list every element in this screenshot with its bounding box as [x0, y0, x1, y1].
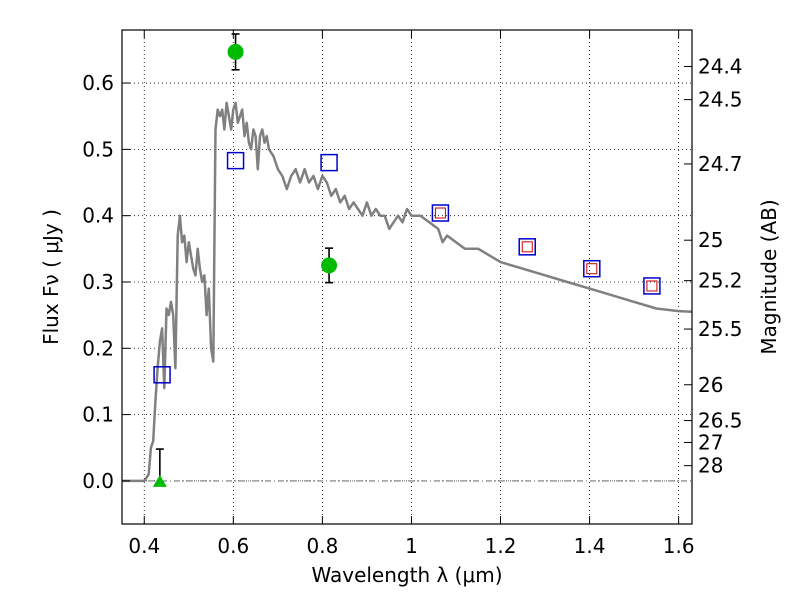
data-points — [152, 33, 661, 487]
grid-lines — [122, 30, 692, 524]
model-sed-line — [122, 101, 693, 483]
observed-point — [321, 257, 338, 274]
synthetic-flux-square — [583, 259, 601, 278]
synthetic-flux-square — [643, 277, 661, 295]
y-tick-label: 0.4 — [82, 204, 114, 228]
y-tick-label: 0.3 — [82, 270, 114, 294]
x-tick-label: 0.4 — [128, 534, 160, 558]
model-point-square — [521, 241, 533, 253]
synthetic-flux-square — [226, 151, 245, 170]
synthetic-flux-square — [431, 204, 450, 222]
magnitude-tick-label: 25 — [698, 228, 723, 252]
magnitude-tick-label: 25.5 — [698, 317, 743, 341]
magnitude-tick-label: 28 — [698, 454, 723, 478]
magnitude-tick-label: 26 — [698, 373, 723, 397]
model-point-square — [434, 207, 446, 219]
x-tick-label: 0.6 — [217, 534, 249, 558]
magnitude-tick-label: 24.4 — [698, 54, 743, 78]
x-tick-label: 1.2 — [485, 534, 517, 558]
magnitude-tick-label: 24.5 — [698, 88, 743, 112]
model-point-square — [646, 280, 658, 292]
x-axis-title: Wavelength λ (μm) — [311, 563, 502, 587]
magnitude-tick-label: 26.5 — [698, 409, 743, 433]
y-tick-label: 0.2 — [82, 336, 114, 360]
y-tick-label: 0.0 — [82, 469, 114, 493]
y-tick-label: 0.6 — [82, 71, 114, 95]
y-tick-label: 0.5 — [82, 137, 114, 161]
x-tick-label: 1.4 — [574, 534, 606, 558]
synthetic-flux-square — [518, 238, 536, 256]
x-tick-label: 1 — [405, 534, 418, 558]
x-tick-labels: 0.4 0.6 0.8 1 1.2 1.4 1.6 — [128, 534, 694, 558]
model-sed-curve — [122, 101, 693, 483]
observed-point — [227, 43, 244, 60]
x-tick-label: 0.8 — [306, 534, 338, 558]
model-point-square — [586, 263, 598, 275]
axis-ticks — [122, 30, 692, 524]
y-axis-title: Flux Fν ( μJy ) — [39, 209, 63, 345]
plot-frame — [121, 29, 693, 525]
y-tick-labels: 0.0 0.1 0.2 0.3 0.4 0.5 0.6 — [82, 71, 114, 493]
magnitude-tick-label: 24.7 — [698, 152, 743, 176]
synthetic-flux-square — [153, 366, 171, 384]
magnitude-tick-label: 25.2 — [698, 269, 743, 293]
magnitude-tick-label: 27 — [698, 430, 723, 454]
upper-limit-triangle — [152, 474, 167, 487]
y-tick-label: 0.1 — [82, 403, 114, 427]
magnitude-axis-title: Magnitude (AB) — [757, 199, 781, 354]
x-tick-label: 1.6 — [663, 534, 695, 558]
synthetic-flux-square — [320, 153, 338, 172]
